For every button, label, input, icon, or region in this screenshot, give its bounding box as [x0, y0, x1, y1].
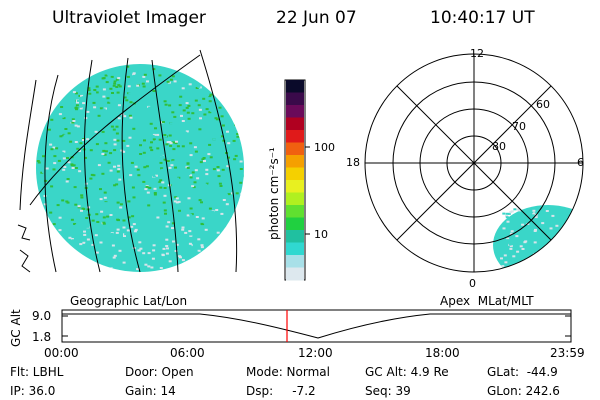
- status-gain: Gain: 14: [125, 384, 176, 398]
- status-gc-alt: GC Alt: 4.9 Re: [365, 365, 449, 379]
- status-ip: IP: 36.0: [10, 384, 56, 398]
- status-dsp: Dsp: -7.2: [246, 384, 316, 398]
- time-tick-0600: 06:00: [170, 346, 205, 360]
- geo-panel-caption: Geographic Lat/Lon: [70, 294, 188, 308]
- status-glon: GLon: 242.6: [487, 384, 560, 398]
- time-label: 10:40:17 UT: [430, 8, 535, 28]
- status-filter: Flt: LBHL: [10, 365, 64, 379]
- mlat-label-60: 60: [536, 98, 550, 111]
- mlt-label-12: 12: [470, 47, 484, 60]
- status-mode: Mode: Normal: [246, 365, 330, 379]
- mlt-label-6: 6: [577, 156, 584, 169]
- instrument-title: Ultraviolet Imager: [52, 8, 206, 28]
- mlat-label-70: 70: [512, 120, 526, 133]
- left-auroral-image: [36, 64, 244, 272]
- altitude-ytick-1.8: 1.8: [32, 330, 52, 344]
- time-tick-1800: 18:00: [425, 346, 460, 360]
- altitude-plot: [61, 309, 572, 343]
- time-tick-1200: 12:00: [298, 346, 333, 360]
- altitude-curve: [62, 313, 571, 339]
- polar-plot: [364, 53, 584, 273]
- apex-panel-caption: Apex MLat/MLT: [440, 294, 534, 308]
- altitude-ytick-9: 9.0: [32, 309, 52, 323]
- colorbar-tick-10: 10: [314, 228, 328, 241]
- geo-grid: [17, 49, 238, 273]
- colorbar-tick-100: 100: [314, 141, 335, 154]
- status-glat: GLat: -44.9: [487, 365, 558, 379]
- colorbar: [284, 79, 310, 281]
- colorbar-unit-label: photon cm⁻²s⁻¹: [267, 147, 281, 240]
- date-label: 22 Jun 07: [276, 8, 357, 28]
- altitude-ylabel: GC Alt: [9, 309, 23, 347]
- status-door: Door: Open: [125, 365, 194, 379]
- time-tick-2359: 23:59: [550, 346, 585, 360]
- mlt-label-18: 18: [346, 156, 360, 169]
- mlat-label-80: 80: [492, 140, 506, 153]
- status-seq: Seq: 39: [365, 384, 411, 398]
- time-tick-0000: 00:00: [44, 346, 79, 360]
- mlt-label-0: 0: [469, 277, 476, 290]
